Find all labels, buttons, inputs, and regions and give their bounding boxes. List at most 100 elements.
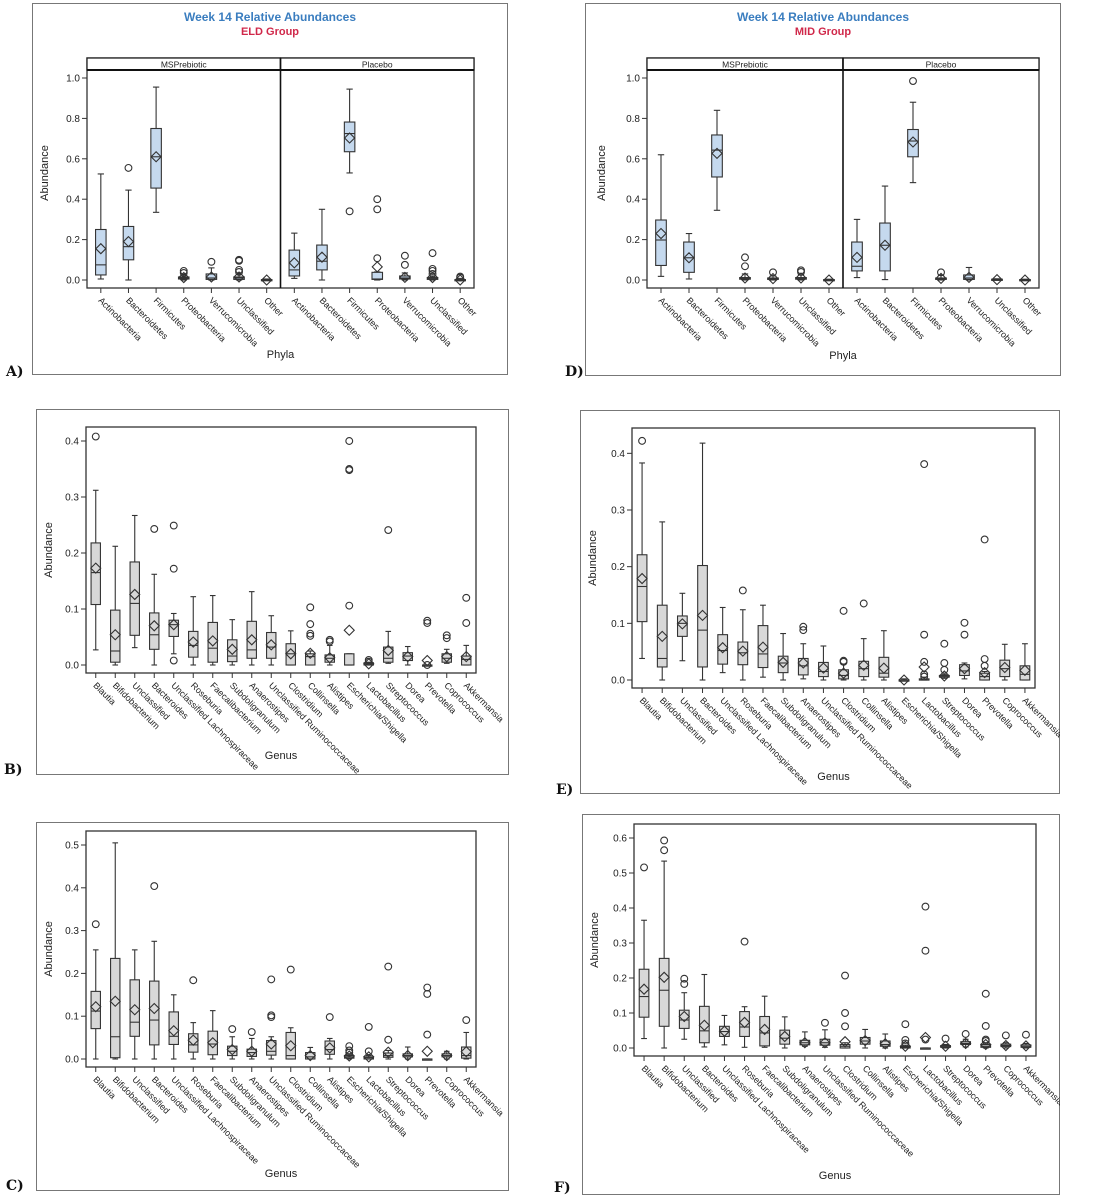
mean-marker xyxy=(323,651,336,664)
mean-marker xyxy=(823,274,835,286)
outlier-point xyxy=(680,974,689,983)
genus-chart-f: 0.0 0.1 0.2 0.3 0.4 0.5 0.6 Abundance Blautia Bif… xyxy=(582,814,1060,1195)
chart-title: Week 14 Relative Abundances xyxy=(737,10,909,24)
plot-area xyxy=(85,830,477,1068)
y-tick-label: 0.4 xyxy=(65,883,79,894)
box-faecalibacterium xyxy=(206,595,219,666)
iqr-box xyxy=(959,664,970,677)
mean-marker xyxy=(1019,274,1031,286)
facet-boxes-msprebiotic xyxy=(655,109,835,286)
outlier-point xyxy=(920,630,929,639)
box-collinsella xyxy=(859,1028,871,1049)
box-unclassified-ruminococcaceae xyxy=(265,975,278,1060)
outlier-point xyxy=(124,163,133,172)
y-axis-label: Abundance xyxy=(43,921,55,977)
genus-boxes xyxy=(89,432,473,670)
box-subdoligranulum xyxy=(778,1016,791,1049)
y-tick-label: 0.4 xyxy=(66,195,80,206)
x-tick-label-other: Other xyxy=(456,295,479,318)
mean-marker xyxy=(696,609,709,622)
mean-marker xyxy=(323,1042,336,1054)
box-faecalibacterium xyxy=(206,1010,219,1060)
outlier-point xyxy=(841,1009,849,1017)
mean-marker xyxy=(421,1045,434,1058)
box-blautia xyxy=(89,920,102,1060)
mean-marker xyxy=(401,1049,414,1062)
box-unclassified xyxy=(233,255,245,283)
iqr-box xyxy=(110,609,121,663)
box-roseburia xyxy=(737,586,749,681)
panel-f-frame xyxy=(582,814,1060,1195)
genus-chart-e: 0.0 0.1 0.2 0.3 0.4 Abundance Blautia Bifidobac… xyxy=(580,410,1060,794)
box-unclassified xyxy=(678,974,691,1040)
mean-marker xyxy=(859,1034,871,1047)
y-tick-label: 0.0 xyxy=(66,276,80,287)
outlier-point xyxy=(364,656,373,664)
mean-marker xyxy=(226,1043,239,1056)
outlier-point xyxy=(462,619,471,627)
chart-subtitle: MID Group xyxy=(795,26,851,38)
mean-marker xyxy=(797,657,810,669)
box-lactobacillus xyxy=(362,656,375,670)
outlier-point xyxy=(428,266,437,275)
iqr-box xyxy=(168,1011,179,1045)
mean-marker xyxy=(698,1019,711,1032)
iqr-box xyxy=(305,653,316,666)
box-bacteroidetes xyxy=(683,232,695,280)
box-escherichia-shigella xyxy=(898,674,910,686)
outlier-point xyxy=(841,1022,849,1031)
outlier-point xyxy=(841,971,849,980)
panel-e-frame xyxy=(580,410,1060,794)
outlier-point xyxy=(462,1016,471,1025)
y-tick-label: 0.8 xyxy=(626,114,640,125)
facet-label-msprebiotic: MSPrebiotic xyxy=(161,60,208,70)
panel-e-label: E) xyxy=(556,782,574,798)
outlier-point xyxy=(400,260,409,269)
iqr-box xyxy=(207,1030,218,1056)
x-tick-label-other: Other xyxy=(1021,295,1044,318)
outlier-point xyxy=(920,672,929,681)
iqr-box xyxy=(90,990,101,1030)
box-verrucomicrobia xyxy=(963,266,975,284)
outlier-point xyxy=(428,269,437,278)
mean-marker xyxy=(401,650,414,663)
phyla-chart-mid: Week 14 Relative Abundances MID Group 0.0 0… xyxy=(585,3,1061,376)
mean-marker xyxy=(95,242,107,255)
box-dorea xyxy=(401,645,414,666)
mean-marker xyxy=(939,1040,952,1053)
chart-title: Week 14 Relative Abundances xyxy=(184,10,356,24)
box-unclassified-lachnospiraceae xyxy=(716,606,729,674)
box-anaerostipes xyxy=(797,622,810,680)
y-tick-label: 0.2 xyxy=(626,235,640,246)
mean-marker xyxy=(177,271,190,284)
mean-marker xyxy=(89,1001,102,1013)
mean-marker xyxy=(978,666,991,679)
box-escherichia-shigella xyxy=(343,437,356,666)
mean-marker xyxy=(371,261,384,273)
iqr-box xyxy=(683,241,695,273)
box-unclassified xyxy=(676,592,689,662)
outlier-point xyxy=(799,626,808,635)
mean-marker xyxy=(167,1024,180,1037)
box-bacteroides xyxy=(148,524,161,666)
box-bifidobacterium xyxy=(109,545,122,666)
mean-marker xyxy=(799,1036,811,1049)
outlier-point xyxy=(769,268,777,277)
box-anaerostipes xyxy=(245,1028,258,1060)
mean-marker xyxy=(636,572,648,585)
box-bifidobacterium xyxy=(109,842,122,1060)
box-lactobacillus xyxy=(918,460,930,681)
mean-marker xyxy=(678,1010,691,1023)
outlier-point xyxy=(921,946,930,955)
box-bacteroides xyxy=(696,442,709,681)
y-tick-label: 0.4 xyxy=(626,195,640,206)
iqr-box xyxy=(246,620,257,659)
outlier-point xyxy=(91,920,100,929)
outlier-point xyxy=(901,1020,910,1029)
x-axis-label: Phyla xyxy=(267,349,295,361)
iqr-box xyxy=(777,655,789,674)
mean-marker xyxy=(738,1016,751,1029)
iqr-box xyxy=(285,643,296,666)
box-prevotella xyxy=(979,989,992,1051)
iqr-box xyxy=(150,127,162,189)
